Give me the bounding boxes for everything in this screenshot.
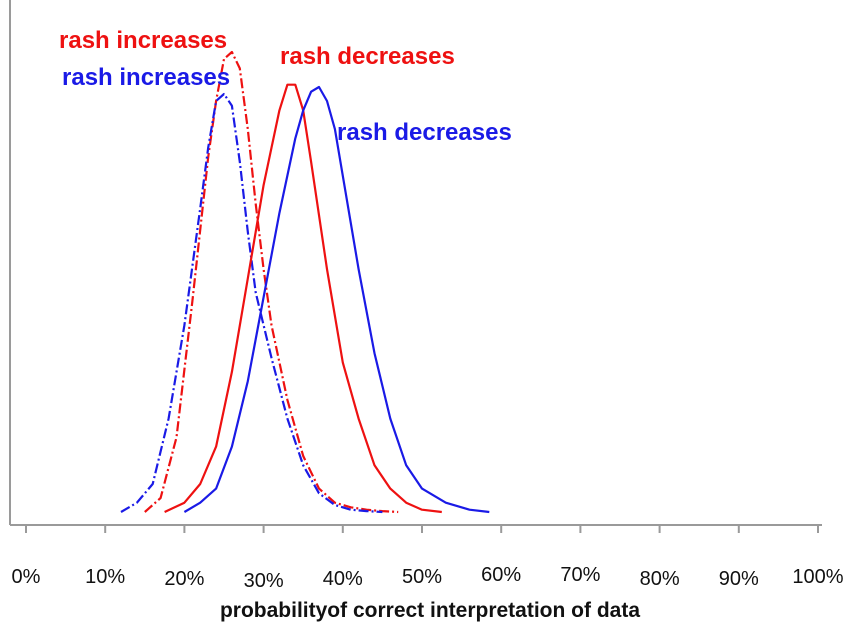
x-tick-label: 20% [164, 568, 204, 590]
axes: 0% 10% 20% 30% 40% 50% 60% 70% 80% 90% 100% [9, 0, 844, 592]
x-tick-label: 40% [323, 568, 363, 590]
annotation-red-decreases: rash decreases [280, 43, 455, 70]
x-tick-label: 60% [481, 564, 521, 586]
x-tick-label: 90% [719, 568, 759, 590]
x-axis-title: probabilityof correct interpretation of … [220, 599, 640, 622]
x-tick-labels: 0% 10% 20% 30% 40% 50% 60% 70% 80% 90% 100% [12, 564, 844, 592]
x-tick-label: 50% [402, 566, 442, 588]
annotations: rash increases rash increases rash decre… [59, 27, 512, 146]
series-line-4 [183, 85, 490, 514]
x-ticks [25, 525, 819, 533]
series [120, 50, 490, 514]
annotation-blue-decreases: rash decreases [337, 119, 512, 146]
series-line-2 [120, 92, 383, 514]
series-line-1 [144, 50, 399, 514]
x-tick-label: 70% [560, 564, 600, 586]
x-tick-label: 80% [640, 568, 680, 590]
series-line-3 [164, 83, 442, 514]
x-tick-label: 0% [12, 566, 41, 588]
x-tick-label: 100% [792, 566, 843, 588]
x-tick-label: 10% [85, 566, 125, 588]
annotation-blue-increases: rash increases [62, 64, 230, 91]
annotation-red-increases: rash increases [59, 27, 227, 54]
x-tick-label: 30% [244, 570, 284, 592]
